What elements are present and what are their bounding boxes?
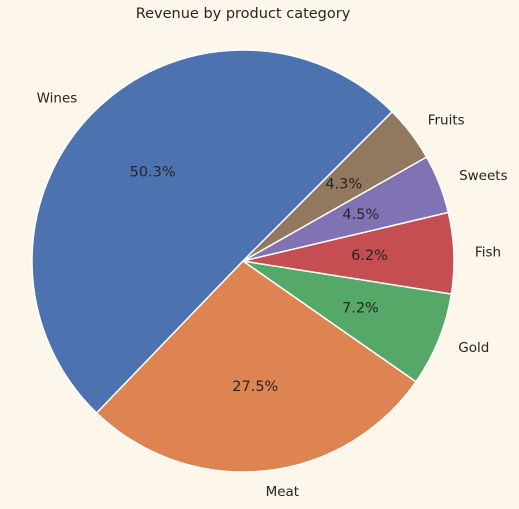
- percent-label-meat: 27.5%: [232, 379, 278, 395]
- percent-label-gold: 7.2%: [342, 300, 379, 316]
- category-label-fruits: Fruits: [428, 112, 465, 128]
- chart-title: Revenue by product category: [135, 6, 351, 22]
- category-label-gold: Gold: [458, 340, 489, 356]
- category-label-sweets: Sweets: [459, 168, 508, 184]
- pie-slice-meat: [95, 260, 417, 473]
- category-label-wines: Wines: [37, 90, 78, 106]
- percent-label-fruits: 4.3%: [325, 176, 362, 192]
- percent-label-sweets: 4.5%: [342, 207, 379, 223]
- percent-label-wines: 50.3%: [130, 164, 176, 180]
- pie-slice-fruits: [242, 111, 428, 262]
- category-label-fish: Fish: [475, 244, 501, 260]
- percent-label-fish: 6.2%: [351, 248, 388, 264]
- pie-slice-wines: [31, 49, 393, 414]
- category-label-meat: Meat: [266, 484, 300, 500]
